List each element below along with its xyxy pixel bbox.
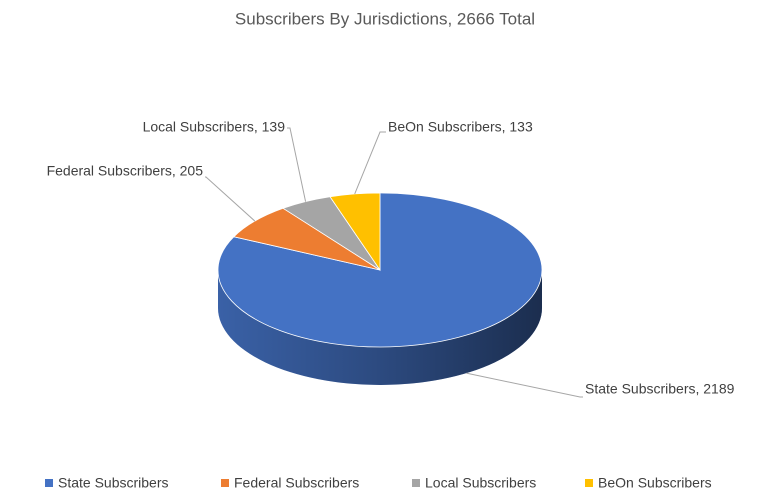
legend-label: BeOn Subscribers <box>598 475 712 490</box>
data-label: Local Subscribers, 139 <box>143 119 286 135</box>
chart-title: Subscribers By Jurisdictions, 2666 Total <box>235 9 535 28</box>
slice <box>329 192 381 272</box>
legend-label: State Subscribers <box>58 475 169 490</box>
data-label: BeOn Subscribers, 133 <box>388 119 533 135</box>
legend-swatch <box>221 479 229 487</box>
legend-swatch <box>45 479 53 487</box>
slice-side-shade <box>218 270 542 385</box>
leader-line <box>287 127 307 202</box>
legend-label: Local Subscribers <box>425 475 536 490</box>
leader-line <box>466 372 583 398</box>
legend-swatch <box>585 479 593 487</box>
data-label: State Subscribers, 2189 <box>585 381 735 397</box>
legend-swatch <box>412 479 420 487</box>
leader-line <box>205 176 256 222</box>
data-label: Federal Subscribers, 205 <box>47 163 204 179</box>
leader-line <box>354 131 386 195</box>
legend-label: Federal Subscribers <box>234 475 359 490</box>
